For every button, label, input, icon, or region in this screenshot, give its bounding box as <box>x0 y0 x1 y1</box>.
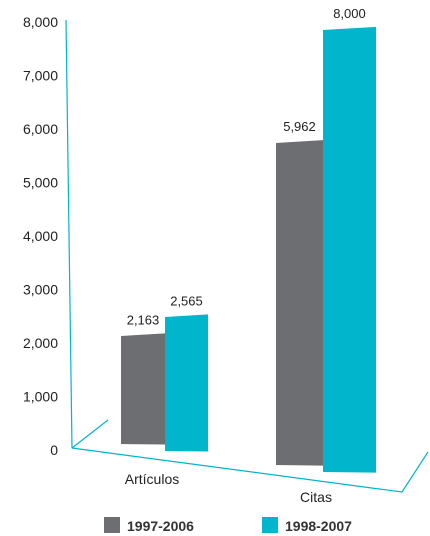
legend-label: 1998-2007 <box>285 518 352 534</box>
legend-label: 1997-2006 <box>127 518 194 534</box>
data-labels: 2,163 2,565 5,962 8,000 <box>127 6 366 328</box>
category-labels: Artículos Citas <box>125 471 332 505</box>
y-tick-label: 2,000 <box>23 335 58 351</box>
floor-edge-left <box>71 419 109 449</box>
data-label: 8,000 <box>333 6 366 21</box>
y-tick-label: 1,000 <box>23 389 58 405</box>
bar <box>323 26 376 473</box>
legend-swatch <box>262 517 278 533</box>
y-tick-label: 4,000 <box>23 228 58 244</box>
chart-bars <box>121 26 376 473</box>
y-tick-label: 5,000 <box>23 175 58 191</box>
data-label: 2,565 <box>170 293 203 308</box>
y-axis-line <box>65 19 73 449</box>
chart-axes <box>65 19 429 493</box>
y-axis-ticks: 0 1,000 2,000 3,000 4,000 5,000 6,000 7,000 8,00… <box>23 14 58 458</box>
y-tick-label: 8,000 <box>23 14 58 30</box>
bar <box>276 140 323 466</box>
y-tick-label: 7,000 <box>23 68 58 84</box>
legend: 1997-2006 1998-2007 <box>104 517 352 534</box>
category-label: Citas <box>300 489 332 505</box>
floor-edge-front <box>71 447 429 493</box>
data-label: 5,962 <box>283 119 316 134</box>
bar <box>121 333 165 445</box>
y-tick-label: 6,000 <box>23 121 58 137</box>
bar <box>165 314 208 452</box>
legend-swatch <box>104 517 120 533</box>
data-label: 2,163 <box>127 312 160 327</box>
y-tick-label: 3,000 <box>23 282 58 298</box>
category-label: Artículos <box>125 471 179 487</box>
y-tick-label: 0 <box>50 442 58 458</box>
